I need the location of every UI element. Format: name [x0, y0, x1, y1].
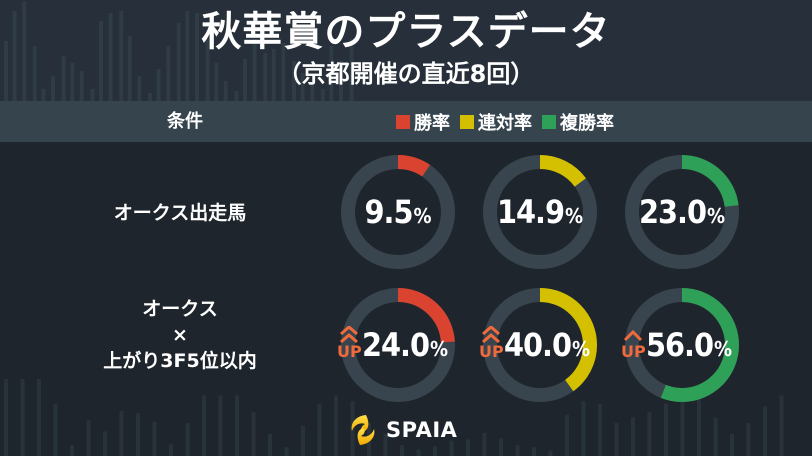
double-chevron-up-icon [340, 326, 359, 344]
row-label-line: オークス [142, 298, 218, 320]
donut-top3-rate-row2: 56.0% [622, 285, 742, 405]
up-badge-top3: UP [621, 326, 646, 360]
condition-header: 条件 [167, 111, 203, 132]
donut-top3-rate-row1: 23.0% [622, 152, 742, 272]
percent-sign: % [430, 337, 449, 361]
legend: 勝率 連対率 複勝率 [396, 101, 614, 142]
legend-swatch-green [542, 114, 556, 129]
value-label: 23.0% [622, 152, 742, 272]
value-label: 56.0% [622, 285, 742, 405]
percent-sign: % [707, 204, 726, 228]
spaia-logo: SPAIA [348, 413, 457, 447]
value-number: 40.0 [503, 326, 572, 364]
value-number: 9.5 [364, 193, 413, 231]
chevron-up-icon [624, 329, 643, 342]
donut-arc [341, 155, 455, 269]
row-label-line: 上がり3F5位以内 [103, 350, 257, 372]
donut-arc [625, 155, 739, 269]
donut-arc [483, 155, 597, 269]
legend-item-top3: 複勝率 [542, 109, 614, 135]
up-label: UP [479, 342, 504, 361]
legend-item-top2: 連対率 [460, 109, 532, 135]
double-chevron-up-icon [482, 326, 501, 344]
up-badge-top2: UP [479, 326, 504, 360]
up-badge-win: UP [337, 326, 362, 360]
row-label-line: × [172, 324, 188, 346]
donut-win-rate-row2: 24.0% [338, 285, 458, 405]
value-number: 24.0 [361, 326, 430, 364]
legend-swatch-yellow [460, 114, 474, 129]
logo-text: SPAIA [386, 418, 458, 442]
legend-item-win: 勝率 [396, 109, 450, 135]
page-subtitle: （京都開催の直近8回） [277, 60, 535, 88]
value-label: 24.0% [338, 285, 458, 405]
percent-sign: % [565, 204, 584, 228]
row-label-oaks-last3f: オークス × 上がり3F5位以内 [70, 296, 290, 374]
up-label: UP [337, 342, 362, 361]
legend-label: 連対率 [478, 112, 532, 134]
value-label: 40.0% [480, 285, 600, 405]
donut-arc [341, 288, 455, 402]
donut-top2-rate-row1: 14.9% [480, 152, 600, 272]
row-label-oaks-runners: オークス出走馬 [80, 200, 280, 226]
donut-top2-rate-row2: 40.0% [480, 285, 600, 405]
percent-sign: % [572, 337, 591, 361]
row-label-line: オークス出走馬 [113, 202, 247, 224]
up-label: UP [621, 342, 646, 361]
value-label: 14.9% [480, 152, 600, 272]
percent-sign: % [714, 337, 733, 361]
title-background [0, 0, 812, 101]
legend-swatch-red [396, 114, 410, 129]
legend-label: 複勝率 [560, 112, 614, 134]
donut-arc [483, 288, 597, 402]
value-label: 9.5% [338, 152, 458, 272]
spaia-swirl-icon [351, 415, 375, 445]
donut-win-rate-row1: 9.5% [338, 152, 458, 272]
value-number: 23.0 [638, 193, 707, 231]
legend-label: 勝率 [414, 112, 450, 134]
header-band: 条件 勝率 連対率 複勝率 [0, 101, 812, 142]
value-number: 56.0 [645, 326, 714, 364]
value-number: 14.9 [496, 193, 565, 231]
donut-arc [625, 288, 739, 402]
page-title: 秋華賞のプラスデータ [201, 9, 611, 55]
percent-sign: % [413, 204, 432, 228]
